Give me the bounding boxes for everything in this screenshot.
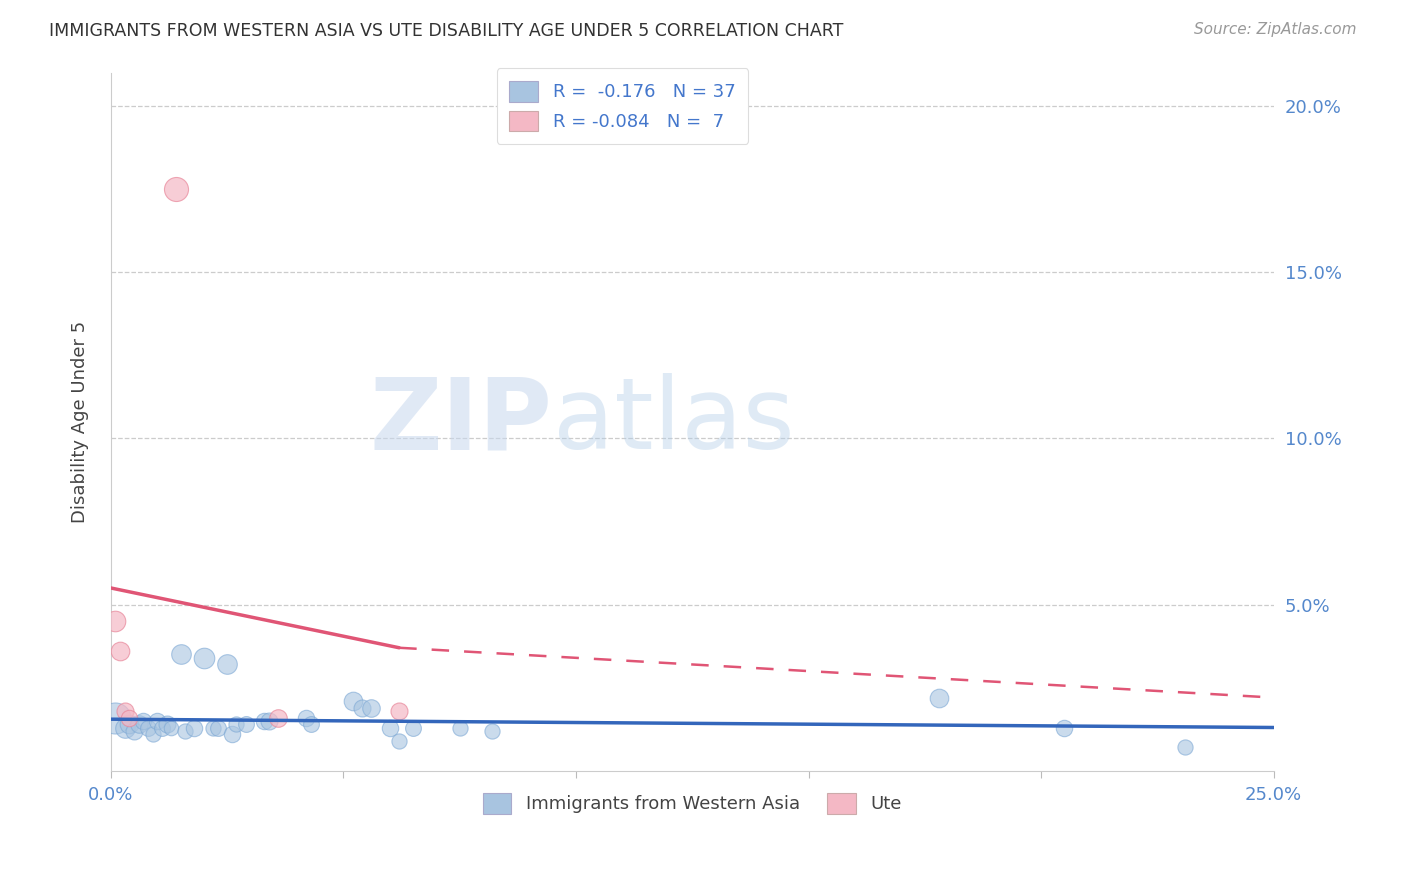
Point bbox=[342, 694, 364, 708]
Point bbox=[118, 717, 141, 731]
Point bbox=[169, 648, 191, 662]
Text: atlas: atlas bbox=[553, 374, 794, 470]
Y-axis label: Disability Age Under 5: Disability Age Under 5 bbox=[72, 321, 89, 523]
Point bbox=[132, 714, 155, 728]
Point bbox=[299, 717, 322, 731]
Point bbox=[104, 614, 127, 628]
Point bbox=[202, 721, 225, 735]
Point bbox=[146, 714, 169, 728]
Point bbox=[235, 717, 257, 731]
Point bbox=[142, 727, 165, 741]
Point bbox=[207, 721, 229, 735]
Text: ZIP: ZIP bbox=[370, 374, 553, 470]
Point bbox=[114, 721, 136, 735]
Point bbox=[150, 721, 173, 735]
Point bbox=[350, 700, 373, 714]
Point bbox=[114, 704, 136, 718]
Point bbox=[136, 721, 159, 735]
Point bbox=[155, 717, 177, 731]
Point bbox=[449, 721, 471, 735]
Point bbox=[104, 710, 127, 724]
Point bbox=[481, 723, 503, 738]
Point bbox=[295, 710, 318, 724]
Point bbox=[174, 723, 197, 738]
Point bbox=[193, 650, 215, 665]
Legend: Immigrants from Western Asia, Ute: Immigrants from Western Asia, Ute bbox=[472, 782, 912, 824]
Point bbox=[402, 721, 425, 735]
Text: IMMIGRANTS FROM WESTERN ASIA VS UTE DISABILITY AGE UNDER 5 CORRELATION CHART: IMMIGRANTS FROM WESTERN ASIA VS UTE DISA… bbox=[49, 22, 844, 40]
Text: Source: ZipAtlas.com: Source: ZipAtlas.com bbox=[1194, 22, 1357, 37]
Point bbox=[1174, 740, 1197, 755]
Point bbox=[360, 700, 382, 714]
Point bbox=[221, 727, 243, 741]
Point bbox=[388, 733, 411, 747]
Point bbox=[122, 723, 145, 738]
Point bbox=[1053, 721, 1076, 735]
Point bbox=[388, 704, 411, 718]
Point bbox=[160, 721, 183, 735]
Point bbox=[257, 714, 280, 728]
Point bbox=[928, 690, 950, 705]
Point bbox=[225, 717, 247, 731]
Point bbox=[165, 182, 187, 196]
Point bbox=[215, 657, 238, 672]
Point bbox=[253, 714, 276, 728]
Point bbox=[108, 644, 131, 658]
Point bbox=[267, 710, 290, 724]
Point bbox=[183, 721, 205, 735]
Point bbox=[378, 721, 401, 735]
Point bbox=[118, 710, 141, 724]
Point bbox=[128, 717, 150, 731]
